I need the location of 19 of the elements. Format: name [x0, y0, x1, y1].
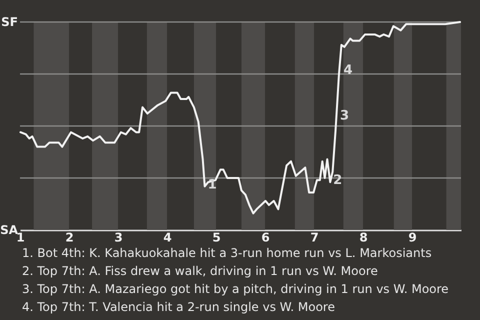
x-tick-label: 6: [261, 230, 270, 244]
x-tick-label: 3: [114, 230, 123, 244]
x-tick-label: 1: [16, 230, 25, 244]
text: 2. Top 7th: A. Fiss drew a walk, driving in 1 run vs W. Moore: [22, 263, 379, 280]
text: 3. Top 7th: A. Mazariego got hit by a pitch, driving in 1 run vs W. Moore: [22, 281, 449, 298]
text: 4. Top 7th: T. Valencia hit a 2-run single vs W. Moore: [22, 299, 336, 316]
text: SA: [0, 223, 19, 237]
text: 1. Bot 4th: K. Kahakuokahale hit a 3-run home run vs L. Markosiants: [22, 245, 433, 262]
x-tick-label: 4: [163, 230, 172, 244]
x-tick-label: 8: [359, 230, 368, 244]
x-tick-label: 2: [65, 230, 74, 244]
x-tick-label: 7: [310, 230, 319, 244]
x-tick-label: 9: [408, 230, 417, 244]
text: SF: [1, 15, 18, 29]
annotation: 2: [333, 173, 342, 188]
x-tick-label: 5: [212, 230, 221, 244]
annotation: 4: [343, 62, 353, 78]
annotation: 3: [340, 108, 350, 124]
annotation: 1: [208, 177, 217, 192]
